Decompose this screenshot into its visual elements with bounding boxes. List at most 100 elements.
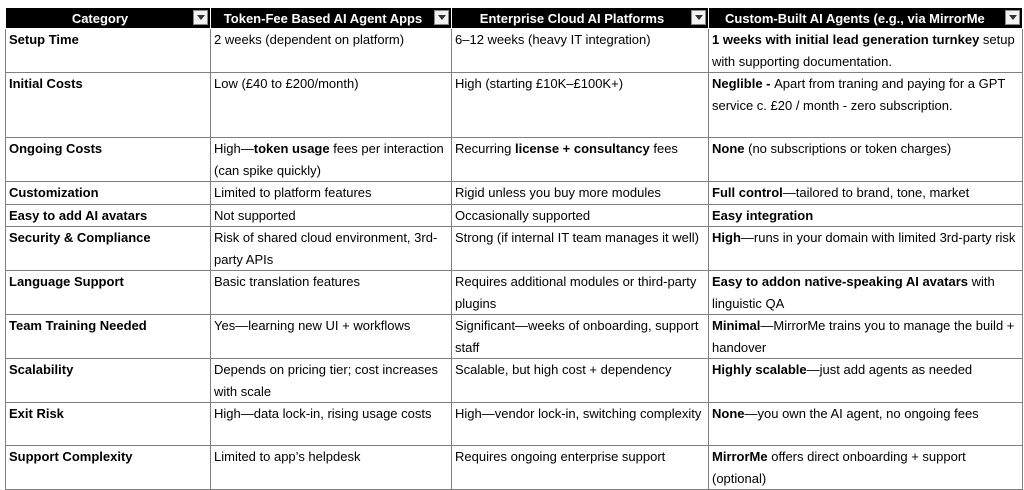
- filter-dropdown-icon[interactable]: [193, 10, 208, 25]
- cell-text: Requires additional modules or third-par…: [455, 274, 697, 311]
- cell-text: Depends on pricing tier; cost increases …: [214, 362, 439, 399]
- header-label: Category: [71, 10, 129, 26]
- cell-text: None: [712, 406, 745, 421]
- enterprise-cell[interactable]: Requires ongoing enterprise support: [451, 445, 709, 490]
- cell-text: High: [712, 230, 741, 245]
- cell-text: Rigid unless you buy more modules: [455, 185, 661, 200]
- table-row: Ongoing Costs High—token usage fees per i…: [5, 137, 1023, 182]
- category-cell[interactable]: Initial Costs: [5, 72, 211, 138]
- cell-text: fees per interaction (can spike quickly): [214, 141, 444, 178]
- cell-text: —you own the AI agent, no ongoing fees: [744, 406, 979, 421]
- cell-text: Limited to platform features: [214, 185, 372, 200]
- custom-cell[interactable]: Neglible - Apart from traning and paying…: [708, 72, 1023, 138]
- cell-text: setup with supporting documentation.: [712, 32, 1015, 69]
- custom-cell[interactable]: Full control—tailored to brand, tone, ma…: [708, 181, 1023, 205]
- table-row: Setup Time 2 weeks (dependent on platform…: [5, 28, 1023, 73]
- header-enterprise: Enterprise Cloud AI Platforms: [451, 7, 709, 29]
- enterprise-cell[interactable]: Significant—weeks of onboarding, support…: [451, 314, 709, 359]
- token-cell[interactable]: High—token usage fees per interaction (c…: [210, 137, 452, 182]
- enterprise-cell[interactable]: Rigid unless you buy more modules: [451, 181, 709, 205]
- custom-cell[interactable]: High—runs in your domain with limited 3r…: [708, 226, 1023, 271]
- cell-text: —runs in your domain with limited 3rd-pa…: [740, 230, 1016, 245]
- category-cell[interactable]: Ongoing Costs: [5, 137, 211, 182]
- table-row: Customization Limited to platform feature…: [5, 181, 1023, 205]
- table-row: Initial Costs Low (£40 to £200/month) High…: [5, 72, 1023, 138]
- token-cell[interactable]: Basic translation features: [210, 270, 452, 315]
- table-body: Setup Time 2 weeks (dependent on platform…: [5, 28, 1023, 490]
- cell-text: Highly scalable: [712, 362, 807, 377]
- cell-text: High—: [214, 141, 254, 156]
- category-cell[interactable]: Easy to add AI avatars: [5, 203, 211, 227]
- header-custom-built: Custom-Built AI Agents (e.g., via Mirror…: [708, 7, 1023, 29]
- enterprise-cell[interactable]: Occasionally supported: [451, 203, 709, 227]
- cell-text: Strong (if internal IT team manages it w…: [455, 230, 699, 245]
- category-cell[interactable]: Scalability: [5, 358, 211, 403]
- cell-text: Apart from traning and paying for a GPT …: [712, 76, 1006, 113]
- table-row: Exit Risk High—data lock-in, rising usage…: [5, 402, 1023, 446]
- table-row: Scalability Depends on pricing tier; cost…: [5, 358, 1023, 403]
- category-cell[interactable]: Team Training Needed: [5, 314, 211, 359]
- token-cell[interactable]: High—data lock-in, rising usage costs: [210, 402, 452, 446]
- cell-text: —MirrorMe trains you to manage the build…: [712, 318, 1015, 355]
- token-cell[interactable]: 2 weeks (dependent on platform): [210, 28, 452, 73]
- enterprise-cell[interactable]: High—vendor lock-in, switching complexit…: [451, 402, 709, 446]
- token-cell[interactable]: Yes—learning new UI + workflows: [210, 314, 452, 359]
- custom-cell[interactable]: Easy integration: [708, 203, 1023, 227]
- cell-text: Not supported: [214, 207, 296, 223]
- filter-dropdown-icon[interactable]: [1005, 10, 1020, 25]
- cell-text: Easy integration: [712, 207, 814, 223]
- header-label: Token-Fee Based AI Agent Apps: [223, 10, 423, 26]
- cell-text: Neglible -: [712, 76, 775, 91]
- header-category: Category: [5, 7, 211, 29]
- table-row: Easy to add AI avatars Not supported Occas…: [5, 203, 1023, 227]
- custom-cell[interactable]: None (no subscriptions or token charges): [708, 137, 1023, 182]
- filter-dropdown-icon[interactable]: [691, 10, 706, 25]
- cell-text: with linguistic QA: [712, 274, 995, 311]
- category-cell[interactable]: Exit Risk: [5, 402, 211, 446]
- custom-cell[interactable]: Easy to addon native-speaking AI avatars…: [708, 270, 1023, 315]
- custom-cell[interactable]: None—you own the AI agent, no ongoing fe…: [708, 402, 1023, 446]
- category-cell[interactable]: Security & Compliance: [5, 226, 211, 271]
- token-cell[interactable]: Limited to app’s helpdesk: [210, 445, 452, 490]
- custom-cell[interactable]: Highly scalable—just add agents as neede…: [708, 358, 1023, 403]
- cell-text: Risk of shared cloud environment, 3rd-pa…: [214, 230, 438, 267]
- category-cell[interactable]: Language Support: [5, 270, 211, 315]
- cell-text: —tailored to brand, tone, market: [782, 185, 970, 200]
- table-row: Support Complexity Limited to app’s helpd…: [5, 445, 1023, 490]
- custom-cell[interactable]: 1 weeks with initial lead generation tur…: [708, 28, 1023, 73]
- token-cell[interactable]: Not supported: [210, 203, 452, 227]
- table-row: Security & Compliance Risk of shared clou…: [5, 226, 1023, 271]
- category-cell[interactable]: Customization: [5, 181, 211, 205]
- cell-text: Limited to app’s helpdesk: [214, 449, 361, 464]
- token-cell[interactable]: Limited to platform features: [210, 181, 452, 205]
- header-label: Custom-Built AI Agents (e.g., via Mirror…: [725, 10, 985, 26]
- category-cell[interactable]: Support Complexity: [5, 445, 211, 490]
- header-label: Enterprise Cloud AI Platforms: [479, 10, 665, 26]
- cell-text: Full control: [712, 185, 783, 200]
- enterprise-cell[interactable]: Scalable, but high cost + dependency: [451, 358, 709, 403]
- enterprise-cell[interactable]: Requires additional modules or third-par…: [451, 270, 709, 315]
- custom-cell[interactable]: MirrorMe offers direct onboarding + supp…: [708, 445, 1023, 490]
- enterprise-cell[interactable]: Recurring license + consultancy fees: [451, 137, 709, 182]
- cell-text: offers direct onboarding + support (opti…: [712, 449, 966, 486]
- cell-text: Scalable, but high cost + dependency: [455, 362, 672, 377]
- enterprise-cell[interactable]: Strong (if internal IT team manages it w…: [451, 226, 709, 271]
- cell-text: Recurring: [455, 141, 515, 156]
- token-cell[interactable]: Depends on pricing tier; cost increases …: [210, 358, 452, 403]
- cell-text: Requires ongoing enterprise support: [455, 449, 666, 464]
- filter-dropdown-icon[interactable]: [434, 10, 449, 25]
- cell-text: 1 weeks with initial lead generation tur…: [712, 32, 980, 47]
- cell-text: MirrorMe: [712, 449, 768, 464]
- cell-text: Easy to addon native-speaking AI avatars: [712, 274, 968, 289]
- custom-cell[interactable]: Minimal—MirrorMe trains you to manage th…: [708, 314, 1023, 359]
- cell-text: Low (£40 to £200/month): [214, 76, 359, 91]
- header-row: Category Token-Fee Based AI Agent Apps E…: [5, 7, 1023, 29]
- enterprise-cell[interactable]: 6–12 weeks (heavy IT integration): [451, 28, 709, 73]
- category-cell[interactable]: Setup Time: [5, 28, 211, 73]
- token-cell[interactable]: Risk of shared cloud environment, 3rd-pa…: [210, 226, 452, 271]
- token-cell[interactable]: Low (£40 to £200/month): [210, 72, 452, 138]
- enterprise-cell[interactable]: High (starting £10K–£100K+): [451, 72, 709, 138]
- cell-text: (no subscriptions or token charges): [744, 141, 952, 156]
- cell-text: Minimal: [712, 318, 761, 333]
- cell-text: High—data lock-in, rising usage costs: [214, 406, 432, 421]
